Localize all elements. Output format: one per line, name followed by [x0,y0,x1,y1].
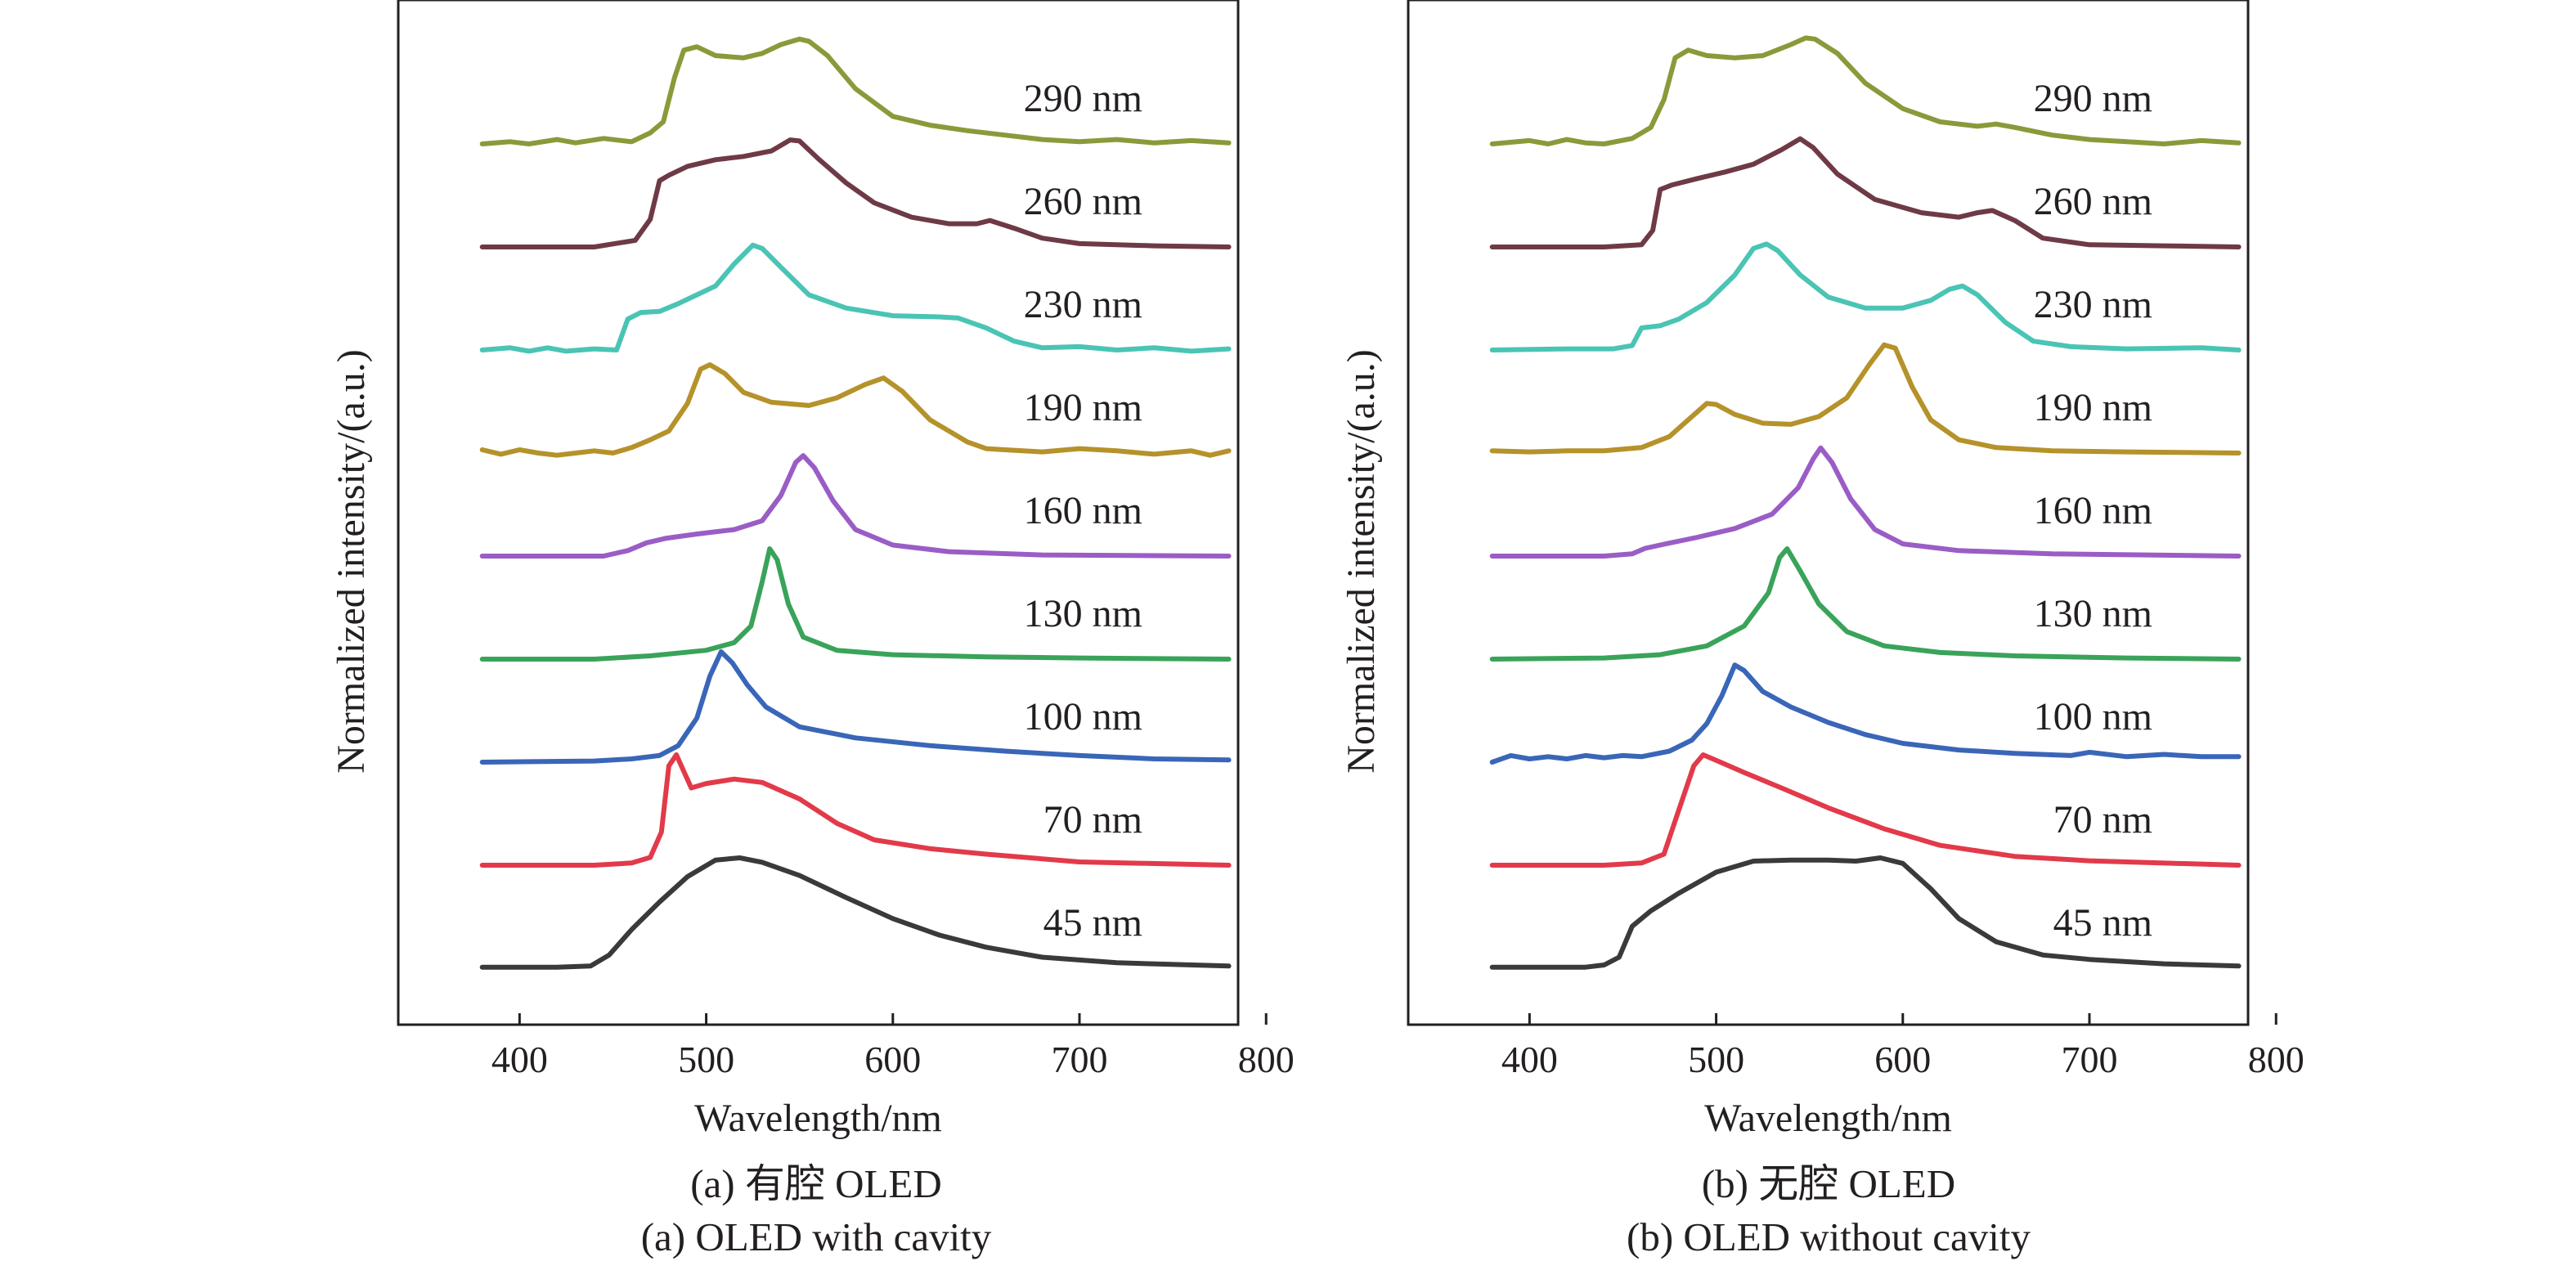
series-label-130-nm: 130 nm [1024,592,1142,635]
series-label-160-nm: 160 nm [1024,489,1142,532]
panel-a-chart: 400 500 600 700 800 Wavelength/nm Normalized i… [330,0,1295,1140]
series-label-260-nm: 260 nm [1024,180,1142,223]
x-tick-label: 600 [1874,1039,1931,1080]
series-line-230-nm [479,242,1232,354]
caption-b-english: (b) OLED without cavity [1627,1214,2031,1259]
x-tick-label: 800 [2248,1039,2304,1080]
series-label-290-nm: 290 nm [2034,77,2152,120]
x-axis-title: Wavelength/nm [1704,1097,1952,1140]
x-tick-label: 400 [1501,1039,1558,1080]
series-label-160-nm: 160 nm [2034,489,2152,532]
series-label-230-nm: 230 nm [2034,283,2152,326]
x-tick-label: 700 [2062,1039,2118,1080]
series-line-190-nm [479,362,1232,458]
x-tick-label: 800 [1238,1039,1295,1080]
x-axis-title: Wavelength/nm [694,1097,942,1140]
y-axis-title: Normalized intensity/(a.u.) [1340,349,1383,774]
series-label-130-nm: 130 nm [2034,592,2152,635]
series-line-230-nm [1489,241,2242,352]
series-label-260-nm: 260 nm [2034,180,2152,223]
series-line-45-nm [1489,855,2242,970]
y-axis-title: Normalized intensity/(a.u.) [330,349,373,774]
caption-a-chinese: (a) 有腔 OLED [690,1161,942,1206]
series-label-290-nm: 290 nm [1024,77,1142,120]
series-line-45-nm [479,855,1232,970]
series-label-100-nm: 100 nm [2034,695,2152,738]
series-line-70-nm [1489,752,2242,868]
series-label-190-nm: 190 nm [2034,386,2152,429]
series-label-190-nm: 190 nm [1024,386,1142,429]
x-tick-label: 700 [1052,1039,1108,1080]
series-line-190-nm [1489,342,2242,455]
x-tick-label: 600 [864,1039,921,1080]
caption-b-chinese: (b) 无腔 OLED [1701,1161,1956,1206]
series-line-100-nm [479,649,1232,765]
series-label-100-nm: 100 nm [1024,695,1142,738]
series-line-70-nm [479,752,1232,868]
series-line-160-nm [479,453,1232,559]
panel-b-chart: 400 500 600 700 800 Wavelength/nm Normalized i… [1340,0,2304,1140]
series-label-230-nm: 230 nm [1024,283,1142,326]
x-tick-label: 500 [1688,1039,1744,1080]
series-line-290-nm [1489,35,2242,146]
series-label-70-nm: 70 nm [2053,798,2152,841]
series-label-45-nm: 45 nm [2053,901,2152,945]
caption-a-english: (a) OLED with cavity [640,1214,992,1259]
series-line-130-nm [1489,546,2242,662]
series-line-260-nm [1489,136,2242,249]
series-line-260-nm [479,137,1232,249]
series-line-100-nm [1489,662,2242,765]
plot-frame-b [1407,0,2250,1026]
series-line-290-nm [479,36,1232,146]
series-line-130-nm [479,546,1232,662]
series-label-70-nm: 70 nm [1043,798,1142,841]
x-tick-label: 500 [678,1039,734,1080]
series-line-160-nm [1489,445,2242,559]
x-tick-label: 400 [491,1039,548,1080]
series-label-45-nm: 45 nm [1043,901,1142,945]
plot-frame-a [397,0,1240,1026]
